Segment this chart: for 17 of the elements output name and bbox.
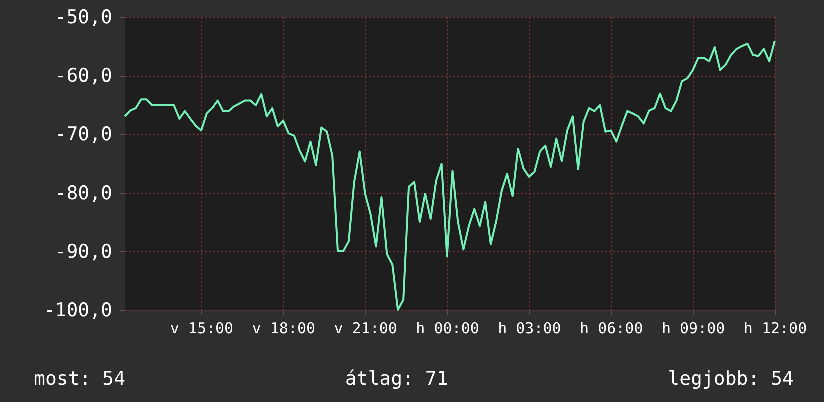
- y-tick-label: -60,0: [55, 65, 112, 88]
- y-tick-label: -70,0: [55, 124, 112, 146]
- x-tick-label: h 00:00: [416, 320, 480, 338]
- x-tick-label: v 18:00: [252, 320, 316, 338]
- x-tick-label: h 12:00: [744, 320, 808, 338]
- text: legjobb: 54: [668, 368, 794, 390]
- y-tick-label: -100,0: [44, 300, 112, 322]
- y-tick-label: -90,0: [55, 240, 112, 263]
- text: átlag: 71: [345, 368, 448, 390]
- y-tick-label: -50,0: [55, 6, 112, 28]
- x-tick-label: h 06:00: [580, 320, 644, 338]
- text: most: 54: [34, 368, 126, 390]
- x-tick-label: v 21:00: [334, 320, 398, 338]
- x-tick-label: v 15:00: [170, 320, 234, 338]
- x-tick-label: h 03:00: [498, 320, 562, 338]
- y-tick-label: -80,0: [55, 182, 112, 204]
- x-tick-label: h 09:00: [662, 320, 726, 338]
